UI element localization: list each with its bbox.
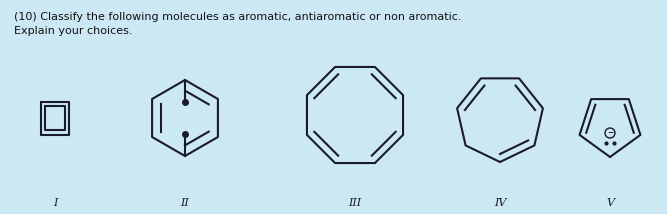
Text: III: III bbox=[348, 198, 362, 208]
Text: II: II bbox=[181, 198, 189, 208]
Text: −: − bbox=[607, 128, 613, 138]
Text: IV: IV bbox=[494, 198, 506, 208]
Text: (10) Classify the following molecules as aromatic, antiaromatic or non aromatic.: (10) Classify the following molecules as… bbox=[14, 12, 462, 36]
Text: I: I bbox=[53, 198, 57, 208]
Text: V: V bbox=[606, 198, 614, 208]
